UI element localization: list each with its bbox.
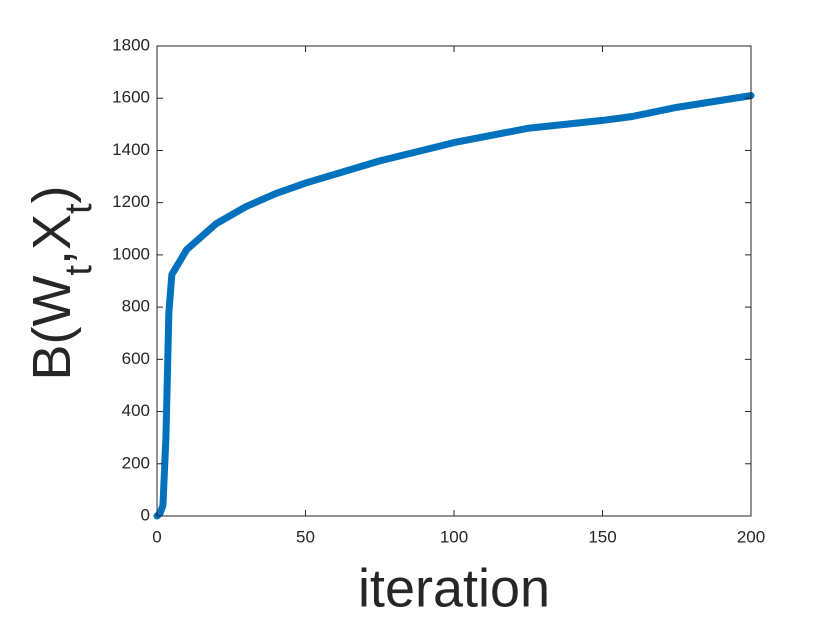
x-tick-label: 200: [737, 527, 765, 546]
y-axis-label-part: t: [58, 265, 100, 276]
x-axis-label: iteration: [358, 558, 550, 618]
x-tick-label: 150: [588, 527, 616, 546]
y-tick-label: 0: [141, 505, 150, 524]
y-tick-label: 1200: [112, 192, 150, 211]
y-tick-label: 800: [122, 297, 150, 316]
y-axis-label: B(Wt,Xt): [22, 185, 100, 380]
y-tick-label: 400: [122, 401, 150, 420]
data-line: [153, 92, 755, 520]
y-axis-label-part: B(W: [22, 276, 82, 381]
y-tick-label: 1000: [112, 244, 150, 263]
x-tick-label: 100: [440, 527, 468, 546]
y-axis-label-part: ,X: [22, 214, 82, 265]
y-tick-label: 1800: [112, 35, 150, 54]
x-tick-label: 0: [152, 527, 161, 546]
y-tick-label: 600: [122, 349, 150, 368]
axes-box: [156, 45, 752, 517]
y-tick-label: 1600: [112, 88, 150, 107]
y-tick-label: 1400: [112, 140, 150, 159]
x-tick-label: 50: [296, 527, 315, 546]
y-axis-label-part: ): [22, 185, 82, 203]
y-tick-label: 200: [122, 453, 150, 472]
y-axis-label-part: t: [58, 203, 100, 214]
